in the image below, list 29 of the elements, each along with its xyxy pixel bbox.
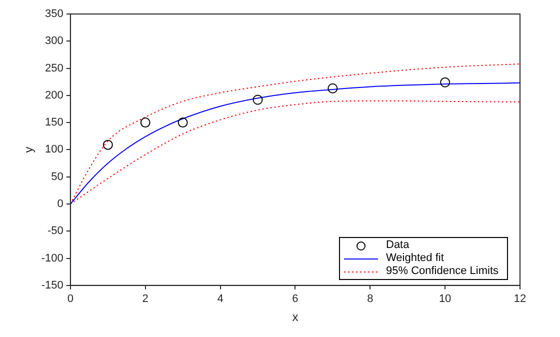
y-tick-label: 100 — [45, 144, 64, 156]
x-tick-label: 6 — [292, 293, 298, 306]
x-axis-title: x — [292, 310, 298, 324]
y-tick-label: 0 — [57, 198, 64, 210]
point — [178, 118, 188, 128]
x-tick-label: 10 — [438, 293, 452, 306]
y-tick-label: -150 — [41, 279, 64, 292]
y-axis-title: y — [22, 146, 36, 153]
x-tick-label: 12 — [514, 293, 526, 306]
x-tick-label: 4 — [217, 293, 224, 306]
point — [440, 77, 450, 88]
y-tick-label: 200 — [45, 89, 64, 102]
point — [140, 118, 150, 128]
legend-label: 95% Confidence Limits — [386, 265, 499, 278]
point — [252, 94, 263, 105]
x-tick-label: 2 — [142, 293, 148, 306]
y-tick-label: -100 — [41, 252, 64, 264]
y-tick-label: -50 — [48, 225, 64, 238]
point — [102, 140, 113, 150]
point — [328, 83, 338, 94]
y-tick-label: 150 — [45, 116, 64, 129]
legend-label: Data — [386, 239, 410, 252]
x-tick-label: 8 — [367, 293, 374, 306]
y-tick-label: 50 — [51, 170, 64, 183]
legend-label: Weighted fit — [386, 252, 444, 266]
y-tick-label: 300 — [45, 35, 64, 48]
y-tick-label: 250 — [45, 62, 64, 74]
x-tick-label: 0 — [67, 293, 74, 306]
y-tick-label: 350 — [45, 8, 64, 20]
